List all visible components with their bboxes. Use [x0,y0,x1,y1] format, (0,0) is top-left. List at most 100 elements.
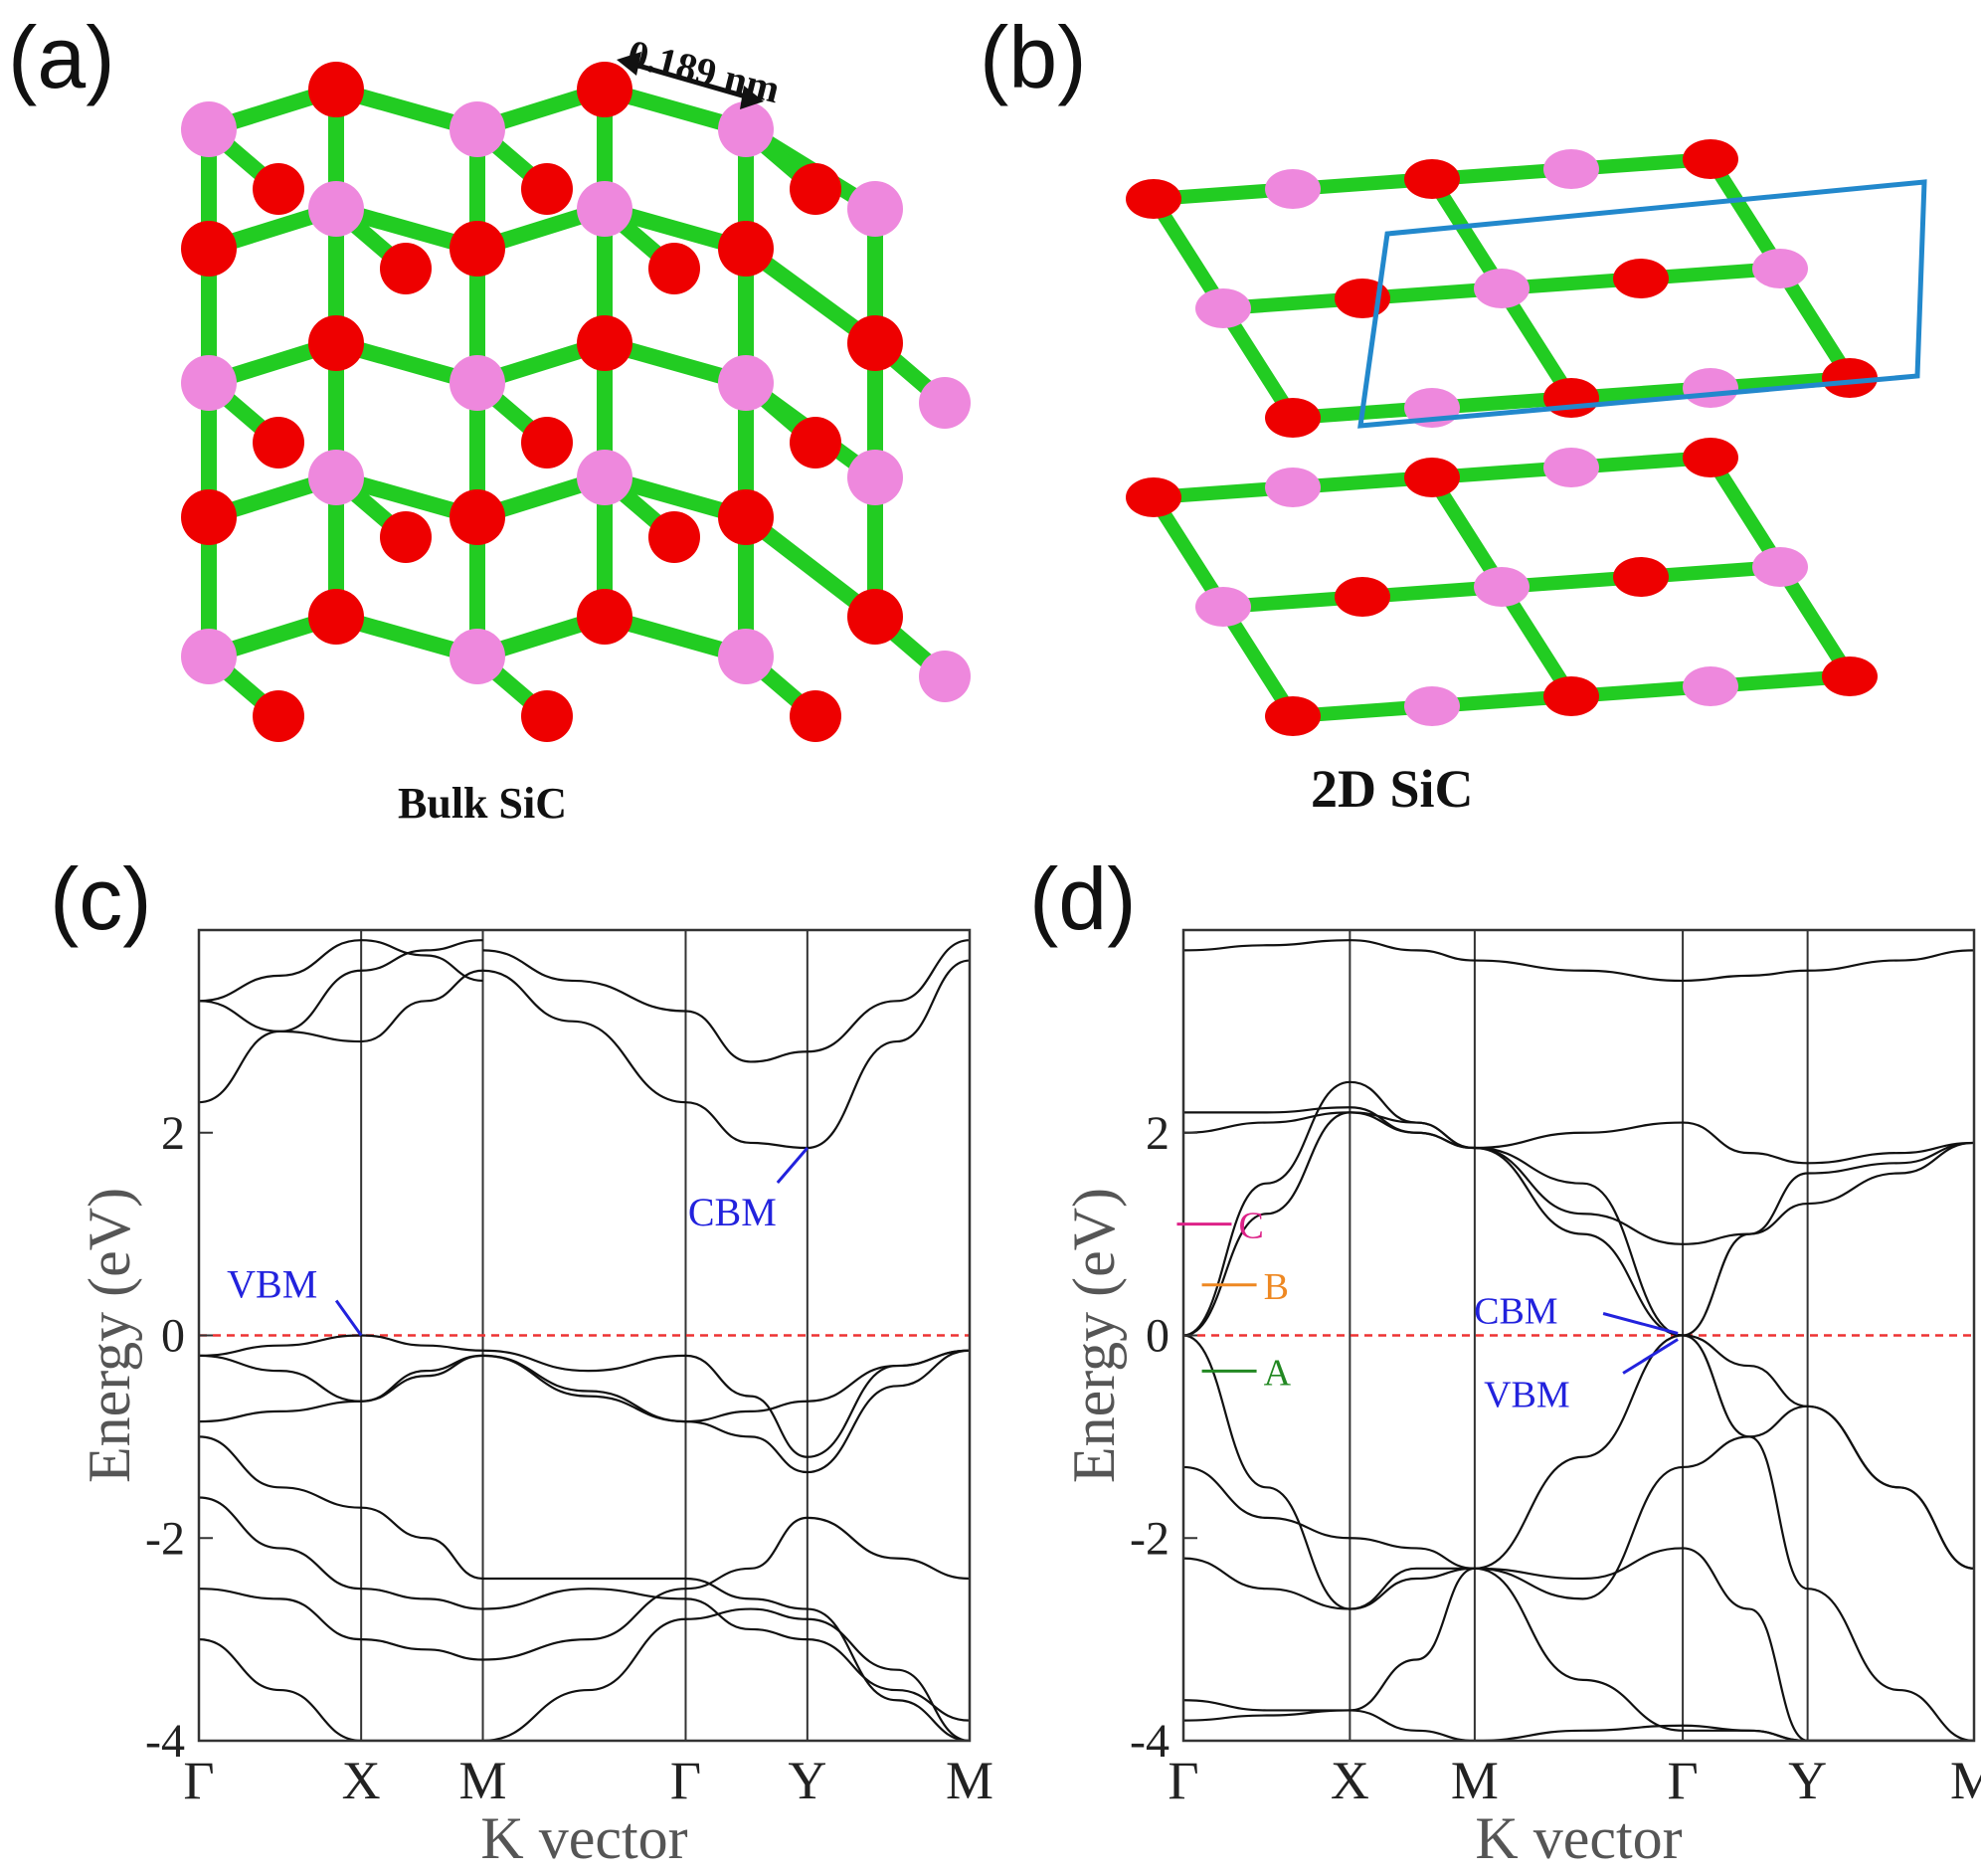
cbm-arrow [1602,1312,1679,1335]
cbm-arrow [776,1147,809,1185]
si-atom [308,450,364,505]
bond [1147,490,1230,614]
si-atom [1752,249,1808,288]
bond [1773,560,1857,683]
band-line-11 [199,1607,970,1741]
c-atom [181,221,237,277]
bands [1183,939,1974,1741]
si-atom [181,101,237,157]
band-line-5 [1183,1334,1974,1741]
band-line-4 [482,939,970,1063]
si-atom [577,181,632,237]
arrow-head [740,86,764,109]
y-axis-label: Energy (eV) [1061,1188,1127,1483]
c-atom [450,221,505,277]
c-atom [308,315,364,371]
bond [1773,262,1857,385]
c-atom [1613,557,1669,597]
x-tick-label: X [1331,1751,1369,1810]
x-tick-label: X [342,1751,381,1810]
c-atom [181,489,237,545]
x-tick-label: Γ [1168,1751,1198,1810]
bond [1216,301,1300,425]
band-line-9 [199,1496,970,1722]
si-atom [1404,686,1460,726]
x-axis-label: K vector [1475,1805,1682,1871]
band-line-2 [1183,1080,1974,1337]
panel-letter-d: (d) [1029,849,1137,948]
vbm-arrow [334,1299,363,1337]
band-line-8 [1183,1567,1974,1741]
si-atom [181,629,237,684]
band-line-3 [482,959,970,1150]
si-atom [181,355,237,411]
c-atom [308,589,364,645]
c-atom [577,62,632,117]
x-tick-label: M [1950,1751,1981,1810]
x-tick-label: Y [788,1751,826,1810]
c-atom [1126,477,1181,517]
vbm-label: VBM [227,1262,317,1307]
band-line-7 [199,1349,970,1423]
band-line-3 [1183,1106,1974,1337]
band-marker-label-a: A [1264,1352,1292,1394]
si-atom [919,377,971,429]
bond [1495,281,1578,405]
band-line-5 [199,1334,970,1458]
band-line-0 [199,939,483,1003]
c-atom [648,511,700,563]
c-atom [718,221,774,277]
si-atom [847,450,903,505]
si-atom [718,629,774,684]
c-atom [790,163,841,215]
arrow-head [617,52,641,76]
bond [1495,580,1578,703]
c-atom [521,690,573,742]
c-atom [253,163,304,215]
c-atom [577,589,632,645]
si-atom [1265,468,1321,507]
c-atom [1404,159,1460,199]
band-line-7 [1183,1405,1974,1610]
c-atom [521,417,573,469]
c-atom [1265,398,1321,438]
band-marker-label-b: B [1264,1266,1289,1308]
band-line-8 [199,1435,970,1741]
c-atom [1822,358,1878,398]
bond [1704,451,1787,574]
y-tick-label: -2 [1130,1512,1170,1565]
y-tick-label: 0 [1146,1310,1170,1363]
c-atom [847,315,903,371]
vbm-label: VBM [1484,1375,1570,1416]
x-tick-label: Y [1788,1751,1827,1810]
c-atom [790,417,841,469]
c-atom [1822,657,1878,696]
si-atom [1543,448,1599,487]
c-atom [577,315,632,371]
si-atom [718,355,774,411]
panel-letter-a: (a) [8,8,115,106]
bond-length-arrow [624,59,757,102]
band-marker-label-c: C [1238,1206,1263,1247]
cbm-label: CBM [1474,1291,1557,1333]
si-atom [450,355,505,411]
y-tick-label: -2 [145,1512,185,1565]
c-atom [1613,259,1669,298]
si-atom [1474,269,1530,308]
bond [1216,600,1300,723]
x-tick-label: Γ [1667,1751,1698,1810]
si-atom [1683,666,1738,706]
c-atom [308,62,364,117]
c-atom [847,589,903,645]
si-atom [1195,587,1251,627]
c-atom [1404,458,1460,497]
si-atom [1543,149,1599,189]
c-atom [253,417,304,469]
c-atom [521,163,573,215]
si-atom [718,101,774,157]
c-atom [1683,438,1738,477]
band-line-0 [1183,939,1974,983]
c-atom [1126,179,1181,219]
